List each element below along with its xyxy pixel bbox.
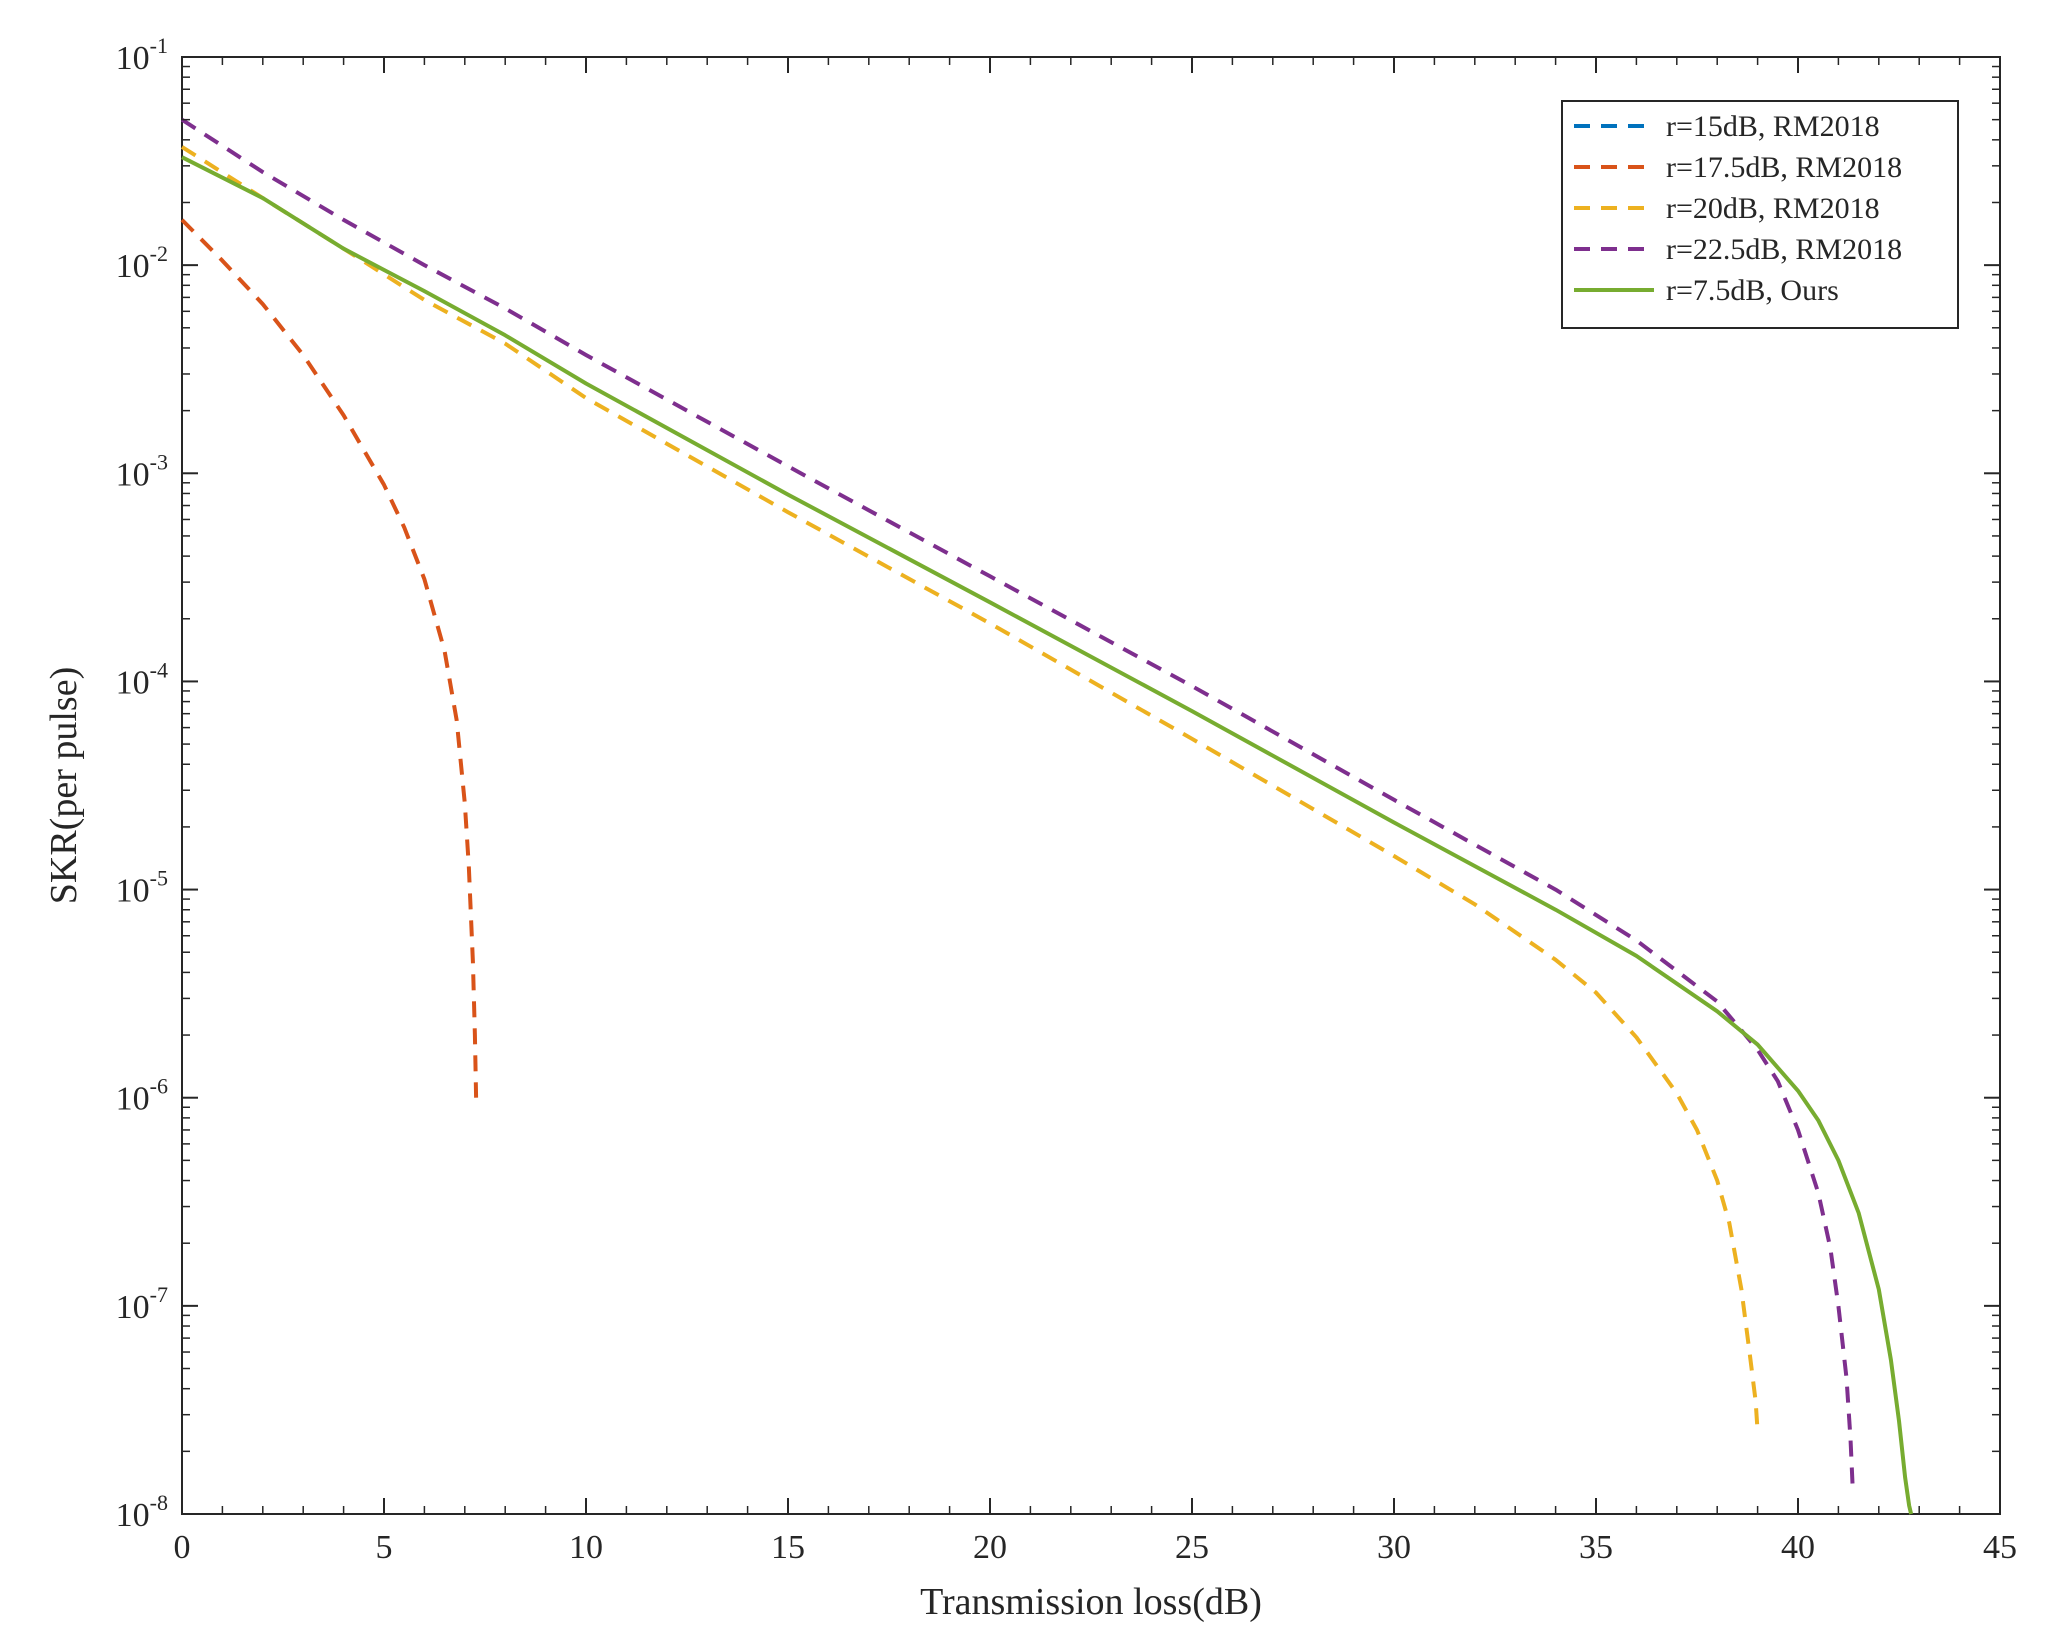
y-tick-label: 10-2 xyxy=(116,241,168,285)
y-tick-base: 10 xyxy=(116,456,150,493)
y-tick-exponent: -5 xyxy=(150,866,168,891)
x-tick-label: 0 xyxy=(174,1529,191,1566)
x-tick-label: 30 xyxy=(1377,1529,1411,1566)
y-axis-title: SKR(per pulse) xyxy=(43,667,85,904)
y-tick-exponent: -1 xyxy=(150,33,168,58)
x-tick-label: 40 xyxy=(1781,1529,1815,1566)
series-line-4 xyxy=(181,155,1914,1515)
x-axis-title: Transmission loss(dB) xyxy=(920,1581,1262,1623)
x-tick-label: 35 xyxy=(1579,1529,1613,1566)
y-tick-exponent: -2 xyxy=(150,241,168,266)
x-tick-label: 20 xyxy=(973,1529,1007,1566)
legend-label: r=15dB, RM2018 xyxy=(1666,110,1880,143)
legend-label: r=20dB, RM2018 xyxy=(1666,192,1880,225)
y-tick-base: 10 xyxy=(116,1497,150,1534)
y-tick-exponent: -6 xyxy=(150,1074,168,1099)
x-tick-label: 5 xyxy=(376,1529,393,1566)
series-line-2 xyxy=(180,145,1760,1432)
legend-label: r=17.5dB, RM2018 xyxy=(1666,151,1902,184)
x-tick-label: 45 xyxy=(1983,1529,2017,1566)
series-line-1 xyxy=(180,218,479,1098)
y-tick-label: 10-1 xyxy=(116,33,168,77)
series-line-3 xyxy=(180,118,1855,1484)
y-tick-label: 10-8 xyxy=(116,1490,168,1534)
y-tick-base: 10 xyxy=(116,664,150,701)
y-tick-label: 10-3 xyxy=(116,449,168,493)
y-tick-base: 10 xyxy=(116,1081,150,1118)
y-tick-base: 10 xyxy=(116,248,150,285)
y-tick-exponent: -8 xyxy=(150,1490,168,1515)
y-tick-label: 10-4 xyxy=(116,657,168,701)
y-tick-exponent: -3 xyxy=(150,449,168,474)
x-tick-label: 25 xyxy=(1175,1529,1209,1566)
legend-label: r=7.5dB, Ours xyxy=(1666,274,1839,307)
y-tick-base: 10 xyxy=(116,1289,150,1326)
ticks-layer: 0 5 10 15 20 25 30 35 40 4510-810-710-610-510-410… xyxy=(116,33,2017,1566)
x-tick-label: 10 xyxy=(569,1529,603,1566)
legend-label: r=22.5dB, RM2018 xyxy=(1666,233,1902,266)
y-tick-exponent: -4 xyxy=(150,657,168,682)
y-tick-base: 10 xyxy=(116,40,150,77)
x-tick-label: 15 xyxy=(771,1529,805,1566)
y-tick-label: 10-5 xyxy=(116,866,168,910)
y-tick-exponent: -7 xyxy=(150,1282,168,1307)
series-layer xyxy=(180,118,1914,1515)
y-tick-label: 10-6 xyxy=(116,1074,168,1118)
legend: r=15dB, RM2018 r=17.5dB, RM2018 r=20dB, RM… xyxy=(1561,100,1959,329)
y-tick-label: 10-7 xyxy=(116,1282,168,1326)
y-tick-base: 10 xyxy=(116,873,150,910)
axis-labels: Transmission loss(dB) SKR(per pulse) xyxy=(43,667,1262,1623)
